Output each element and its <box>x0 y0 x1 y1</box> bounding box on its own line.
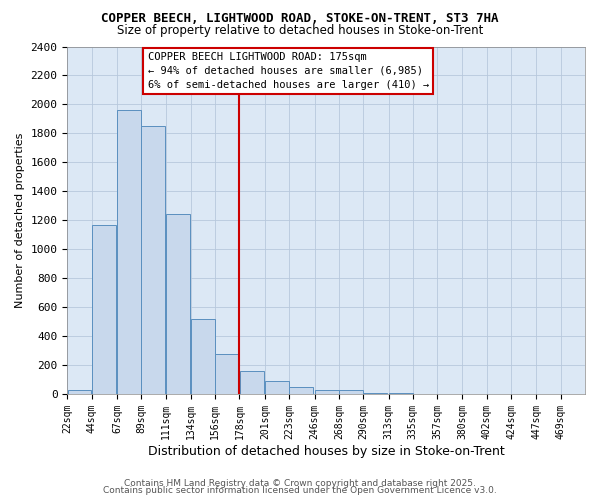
Bar <box>289 386 313 394</box>
Y-axis label: Number of detached properties: Number of detached properties <box>15 132 25 308</box>
Bar <box>117 110 141 394</box>
X-axis label: Distribution of detached houses by size in Stoke-on-Trent: Distribution of detached houses by size … <box>148 444 505 458</box>
Bar <box>240 371 263 394</box>
Bar <box>389 393 413 394</box>
Bar <box>68 390 91 394</box>
Bar <box>92 224 116 394</box>
Text: Contains HM Land Registry data © Crown copyright and database right 2025.: Contains HM Land Registry data © Crown c… <box>124 478 476 488</box>
Bar <box>191 320 215 394</box>
Text: Size of property relative to detached houses in Stoke-on-Trent: Size of property relative to detached ho… <box>117 24 483 37</box>
Text: Contains public sector information licensed under the Open Government Licence v3: Contains public sector information licen… <box>103 486 497 495</box>
Bar <box>339 390 363 394</box>
Text: COPPER BEECH LIGHTWOOD ROAD: 175sqm
← 94% of detached houses are smaller (6,985): COPPER BEECH LIGHTWOOD ROAD: 175sqm ← 94… <box>148 52 429 90</box>
Bar <box>215 354 239 394</box>
Bar <box>364 392 387 394</box>
Bar <box>166 214 190 394</box>
Bar <box>315 390 338 394</box>
Text: COPPER BEECH, LIGHTWOOD ROAD, STOKE-ON-TRENT, ST3 7HA: COPPER BEECH, LIGHTWOOD ROAD, STOKE-ON-T… <box>101 12 499 26</box>
Bar <box>265 381 289 394</box>
Bar <box>142 126 165 394</box>
